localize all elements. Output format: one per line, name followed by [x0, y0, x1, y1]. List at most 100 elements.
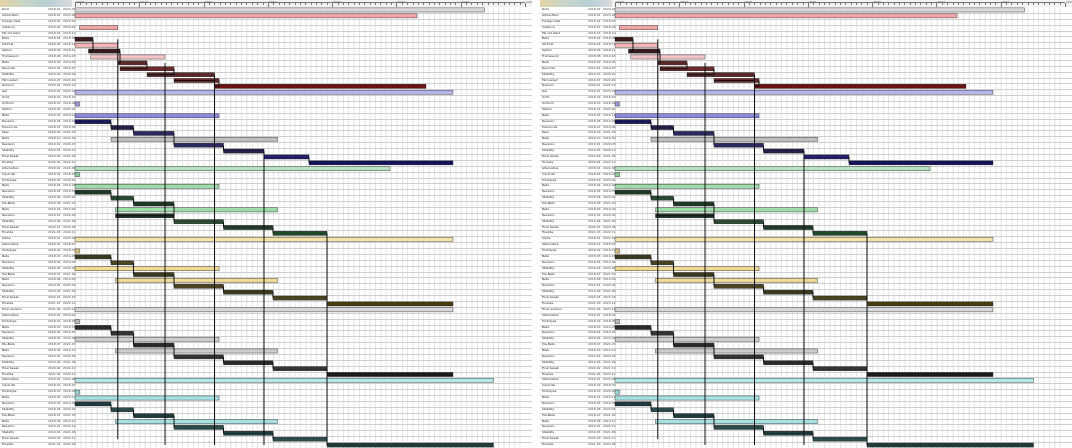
gantt-bar[interactable] — [74, 166, 391, 171]
gantt-bar[interactable] — [614, 119, 652, 124]
gantt-bar[interactable] — [272, 366, 328, 371]
gantt-bar[interactable] — [673, 272, 715, 277]
task-name[interactable]: Finalize — [542, 160, 554, 164]
task-name[interactable]: Instance — [2, 25, 15, 29]
task-name[interactable]: Beta — [542, 60, 549, 64]
gantt-bar[interactable] — [272, 231, 328, 236]
task-name[interactable]: Revision — [2, 354, 15, 358]
gantt-bar[interactable] — [848, 160, 994, 166]
task-name[interactable]: Alt-First — [542, 43, 554, 47]
task-name[interactable]: Beta — [2, 396, 9, 400]
task-name[interactable]: Stability — [2, 266, 15, 270]
gantt-bar[interactable] — [110, 331, 134, 336]
gantt-bar[interactable] — [74, 90, 454, 95]
task-name[interactable]: Revision — [542, 331, 555, 335]
gantt-bar[interactable] — [713, 142, 764, 148]
task-name[interactable]: Stability — [542, 431, 555, 435]
gantt-bar[interactable] — [263, 154, 310, 160]
task-name[interactable]: Stability — [2, 431, 15, 435]
gantt-bar[interactable] — [79, 25, 118, 30]
gantt-bar[interactable] — [173, 354, 224, 360]
task-name[interactable]: Revision — [2, 119, 15, 123]
task-name[interactable]: Stability — [2, 219, 15, 223]
gantt-bar[interactable] — [74, 389, 80, 395]
gantt-bar[interactable] — [713, 219, 764, 224]
task-name[interactable]: Input Var — [2, 384, 16, 388]
task-name[interactable]: Alternative — [2, 243, 19, 247]
task-name[interactable]: Input Var — [2, 172, 16, 176]
task-name[interactable]: Prototype — [542, 249, 557, 253]
task-name[interactable]: Revision — [542, 425, 555, 429]
task-name[interactable]: Revision — [542, 213, 555, 217]
gantt-bar[interactable] — [673, 131, 715, 136]
gantt-bar[interactable] — [173, 219, 224, 224]
task-name[interactable]: Beta — [2, 184, 9, 188]
gantt-bar[interactable] — [74, 184, 220, 189]
gantt-bar[interactable] — [223, 360, 274, 365]
gantt-bar[interactable] — [866, 301, 994, 307]
task-name[interactable]: Stability — [542, 219, 555, 223]
task-name[interactable]: Finalize — [542, 372, 554, 376]
gantt-bar[interactable] — [74, 266, 220, 271]
task-name[interactable]: Beta — [542, 137, 549, 141]
task-name[interactable]: Prototype — [2, 390, 17, 394]
task-name[interactable]: Revision — [542, 401, 555, 405]
gantt-bar[interactable] — [308, 160, 454, 166]
gantt-bar[interactable] — [713, 425, 764, 430]
gantt-bar[interactable] — [614, 184, 760, 189]
task-name[interactable]: Option — [2, 107, 13, 111]
task-name[interactable]: Uniform — [542, 102, 554, 106]
gantt-bar[interactable] — [866, 372, 994, 377]
task-name[interactable]: Stability — [542, 360, 555, 364]
gantt-bar[interactable] — [614, 389, 620, 395]
task-name[interactable]: Root — [2, 8, 9, 11]
task-name[interactable]: Final tweak — [542, 296, 559, 300]
gantt-bar[interactable] — [650, 195, 674, 201]
task-name[interactable]: Unlit — [542, 96, 549, 100]
task-name[interactable]: Beta — [2, 113, 9, 117]
gantt-bar[interactable] — [74, 42, 118, 48]
task-name[interactable]: Pre-Beta — [542, 413, 555, 417]
task-name[interactable]: Finalize — [2, 372, 14, 376]
gantt-bar[interactable] — [90, 54, 166, 60]
task-name[interactable]: Final tweak — [542, 437, 559, 441]
gantt-bar[interactable] — [657, 60, 688, 66]
gantt-bar[interactable] — [650, 137, 818, 142]
task-name[interactable]: Stability — [542, 337, 555, 341]
task-name[interactable]: Rubicon — [2, 84, 14, 88]
task-name[interactable]: Pre-Beta — [2, 272, 15, 276]
gantt-bar[interactable] — [117, 60, 148, 66]
task-name[interactable]: Revision — [2, 143, 15, 147]
task-name[interactable]: Revision — [542, 119, 555, 123]
gantt-bar[interactable] — [115, 419, 278, 424]
task-name[interactable]: Alpha — [2, 237, 11, 241]
task-name[interactable]: Option — [542, 107, 553, 111]
task-name[interactable]: Alternative — [542, 313, 559, 317]
task-name[interactable]: Prototype — [2, 178, 17, 182]
task-name[interactable]: Beta — [2, 349, 9, 353]
task-name[interactable]: Option — [2, 49, 13, 53]
task-name[interactable]: Beta — [2, 137, 9, 141]
gantt-bar[interactable] — [173, 284, 224, 289]
gantt-bar[interactable] — [74, 325, 112, 330]
task-name[interactable]: Revision — [542, 284, 555, 288]
task-name[interactable]: Stability — [2, 407, 15, 411]
gantt-bar[interactable] — [74, 378, 494, 383]
gantt-bar[interactable] — [74, 189, 112, 195]
gantt-bar[interactable] — [614, 42, 658, 48]
gantt-bar[interactable] — [673, 201, 715, 207]
task-name[interactable]: Input Var — [542, 172, 556, 176]
gantt-bar[interactable] — [614, 395, 760, 401]
gantt-bar[interactable] — [614, 266, 760, 271]
task-name[interactable]: Revision — [542, 190, 555, 194]
gantt-bar[interactable] — [763, 289, 814, 295]
gantt-bar[interactable] — [74, 172, 80, 177]
gantt-bar[interactable] — [110, 137, 278, 142]
task-name[interactable]: Beta — [542, 113, 549, 117]
task-name[interactable]: Alt-First — [2, 43, 14, 47]
task-name[interactable]: Stability — [542, 72, 555, 76]
task-name[interactable]: Stability — [2, 290, 15, 294]
gantt-bar[interactable] — [74, 119, 112, 124]
gantt-bar[interactable] — [614, 37, 634, 42]
task-name[interactable]: Stability — [542, 266, 555, 270]
